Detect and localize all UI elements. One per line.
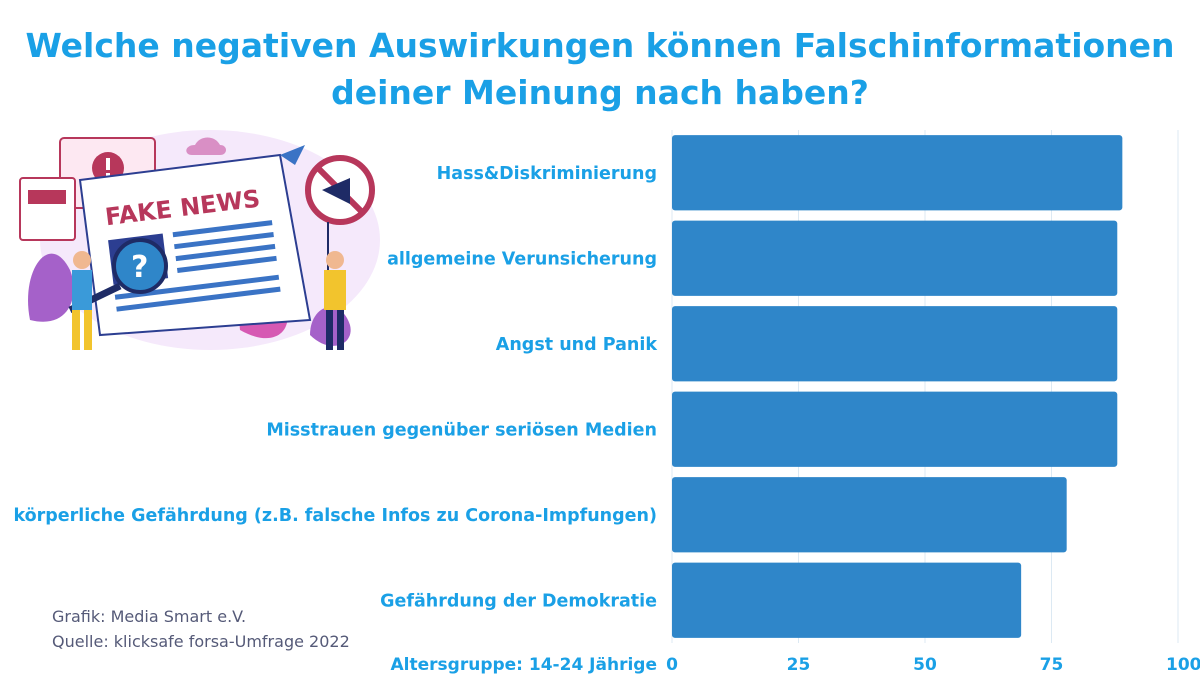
x-tick-label: 100 (1166, 655, 1200, 675)
credit-text: Grafik: Media Smart e.V. (52, 607, 247, 626)
bar (672, 391, 1118, 467)
title-line-2: deiner Meinung nach haben? (331, 73, 869, 112)
x-tick-label: 0 (666, 655, 678, 675)
category-label: Hass&Diskriminierung (437, 164, 657, 184)
category-label: Angst und Panik (496, 335, 658, 355)
x-tick-label: 25 (787, 655, 811, 675)
source-text: Quelle: klicksafe forsa-Umfrage 2022 (52, 632, 350, 651)
title-line-1: Welche negativen Auswirkungen können Fal… (25, 26, 1175, 65)
category-labels: Hass&Diskriminierung allgemeine Verunsich… (13, 164, 657, 612)
fake-news-illustration: FAKE NEWS ? (19, 130, 380, 350)
bar (672, 220, 1118, 296)
bar (672, 306, 1118, 382)
page-title: Welche negativen Auswirkungen können Fal… (0, 22, 1200, 116)
category-label: Misstrauen gegenüber seriösen Medien (266, 420, 657, 440)
gridlines (671, 130, 1179, 643)
bars (672, 135, 1123, 638)
bar (672, 135, 1123, 211)
svg-text:?: ? (131, 250, 148, 285)
x-tick-labels: 0 25 50 75 100 (666, 655, 1200, 675)
x-axis-label: Altersgruppe: 14-24 Jährige (391, 655, 657, 675)
x-tick-label: 75 (1040, 655, 1064, 675)
bar (672, 477, 1067, 553)
category-label: Gefährdung der Demokratie (380, 591, 657, 611)
category-label: körperliche Gefährdung (z.B. falsche Inf… (13, 506, 657, 526)
category-label: allgemeine Verunsicherung (387, 249, 657, 269)
bar (672, 562, 1022, 638)
x-tick-label: 50 (913, 655, 937, 675)
